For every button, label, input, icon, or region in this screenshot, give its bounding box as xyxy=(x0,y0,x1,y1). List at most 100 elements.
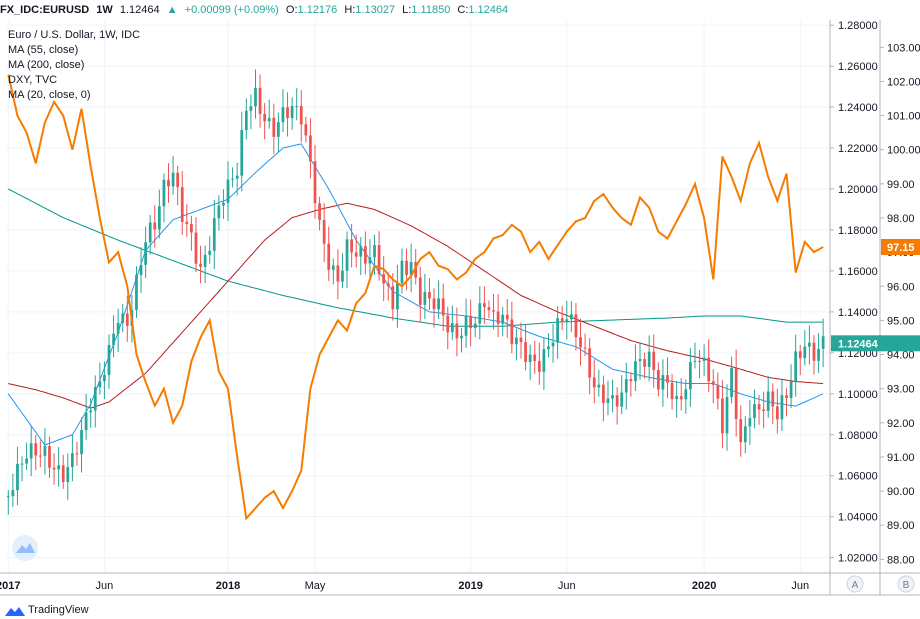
log-scale-button[interactable] xyxy=(897,575,915,593)
candle-body xyxy=(775,406,779,420)
candle xyxy=(624,362,628,410)
candle xyxy=(428,277,431,311)
candle-body xyxy=(794,351,798,382)
candle-body xyxy=(103,374,106,382)
candle xyxy=(313,144,317,219)
price-tick-label: 1.22000 xyxy=(838,143,878,155)
candle xyxy=(418,266,422,323)
candle xyxy=(551,324,555,363)
candle-body xyxy=(185,221,189,224)
log-scale-label: B xyxy=(903,580,910,591)
candle xyxy=(556,306,559,359)
candle xyxy=(80,417,83,473)
candle xyxy=(363,231,367,275)
candle-body xyxy=(624,379,628,393)
candle xyxy=(808,325,811,365)
candle-body xyxy=(254,87,257,107)
candle xyxy=(98,362,102,395)
candle-body xyxy=(670,382,674,400)
interval[interactable]: 1W xyxy=(96,4,113,16)
auto-scale-button[interactable] xyxy=(846,575,864,593)
close-label: C: xyxy=(457,4,469,16)
legend-main-series[interactable]: Euro / U.S. Dollar, 1W, IDC xyxy=(8,29,141,41)
candle xyxy=(643,352,646,379)
price-tick-label: 1.06000 xyxy=(838,471,878,483)
candle-body xyxy=(473,323,477,328)
candle-body xyxy=(153,222,157,230)
candle xyxy=(771,383,775,425)
candle-body xyxy=(547,346,550,350)
candle xyxy=(217,195,221,231)
candle-body xyxy=(432,298,436,310)
legend-ma20[interactable]: MA (20, close, 0) xyxy=(8,89,91,101)
candle xyxy=(469,299,473,347)
dxy-last-badge-label: 97.15 xyxy=(887,242,915,254)
candle xyxy=(103,361,106,400)
open-value: 1.12176 xyxy=(297,4,338,16)
candle-body xyxy=(812,342,816,361)
candle-body xyxy=(190,223,193,233)
candle xyxy=(359,237,363,276)
price-tick-label: 1.16000 xyxy=(838,266,878,278)
price-tick-label: 1.20000 xyxy=(838,184,878,196)
candle xyxy=(185,204,189,237)
dxy-tick-label: 99.00 xyxy=(887,179,915,191)
candle xyxy=(652,334,656,388)
candle xyxy=(350,223,353,268)
candle xyxy=(125,295,129,342)
candle-body xyxy=(249,106,253,111)
candle xyxy=(93,375,97,428)
legend-ma55[interactable]: MA (55, close) xyxy=(8,44,79,56)
legend-ma200[interactable]: MA (200, close) xyxy=(8,59,85,71)
candle xyxy=(707,339,711,392)
candle-body xyxy=(203,254,207,267)
candle-body xyxy=(6,496,10,498)
price-change: +0.00099 (+0.09%) xyxy=(184,4,279,16)
candle xyxy=(478,286,482,340)
price-tick-label: 1.14000 xyxy=(838,307,878,319)
price-tick-label: 1.24000 xyxy=(838,102,878,114)
candle-body xyxy=(501,314,505,324)
candle-body xyxy=(98,381,102,388)
candle xyxy=(84,393,88,440)
candle-body xyxy=(515,337,518,345)
candle xyxy=(460,327,463,353)
candle xyxy=(48,436,51,479)
candle-body xyxy=(441,298,445,316)
candle-body xyxy=(208,250,212,255)
candle xyxy=(606,380,610,416)
candle xyxy=(286,92,289,137)
candle xyxy=(194,217,198,273)
candle xyxy=(52,453,56,485)
candle xyxy=(57,447,61,487)
high-label: H: xyxy=(344,4,356,16)
candle-body xyxy=(34,443,38,456)
candle xyxy=(716,372,720,410)
price-chart[interactable]: 1.28000 1.26000 1.24000 1.22000 1.20000 1.180… xyxy=(0,20,920,602)
candle-body xyxy=(121,313,125,323)
symbol-name[interactable]: FX_IDC:EURUSD xyxy=(0,4,90,16)
candle-body xyxy=(620,392,624,407)
candle xyxy=(483,286,486,324)
chart-grid xyxy=(6,20,830,573)
candle-body xyxy=(725,397,729,434)
candle xyxy=(167,163,170,203)
candle-body xyxy=(611,395,614,399)
candle-body xyxy=(689,362,692,390)
legend-dxy[interactable]: DXY, TVC xyxy=(8,74,58,86)
candle-body xyxy=(405,260,408,276)
candle-body xyxy=(89,410,93,413)
chart-legend: Euro / U.S. Dollar, 1W, IDC MA (55, clos… xyxy=(8,28,140,103)
tradingview-brand[interactable]: TradingView xyxy=(28,604,89,616)
candle xyxy=(309,118,312,179)
candle-body xyxy=(615,395,619,407)
candle-body xyxy=(556,318,559,343)
candle-body xyxy=(382,274,386,284)
watermark-shape xyxy=(16,543,35,553)
candle-body xyxy=(107,345,111,375)
candle xyxy=(446,306,450,350)
candle-body xyxy=(528,354,532,362)
candle xyxy=(29,425,33,477)
candle-body xyxy=(734,368,738,420)
candle-body xyxy=(84,412,88,431)
